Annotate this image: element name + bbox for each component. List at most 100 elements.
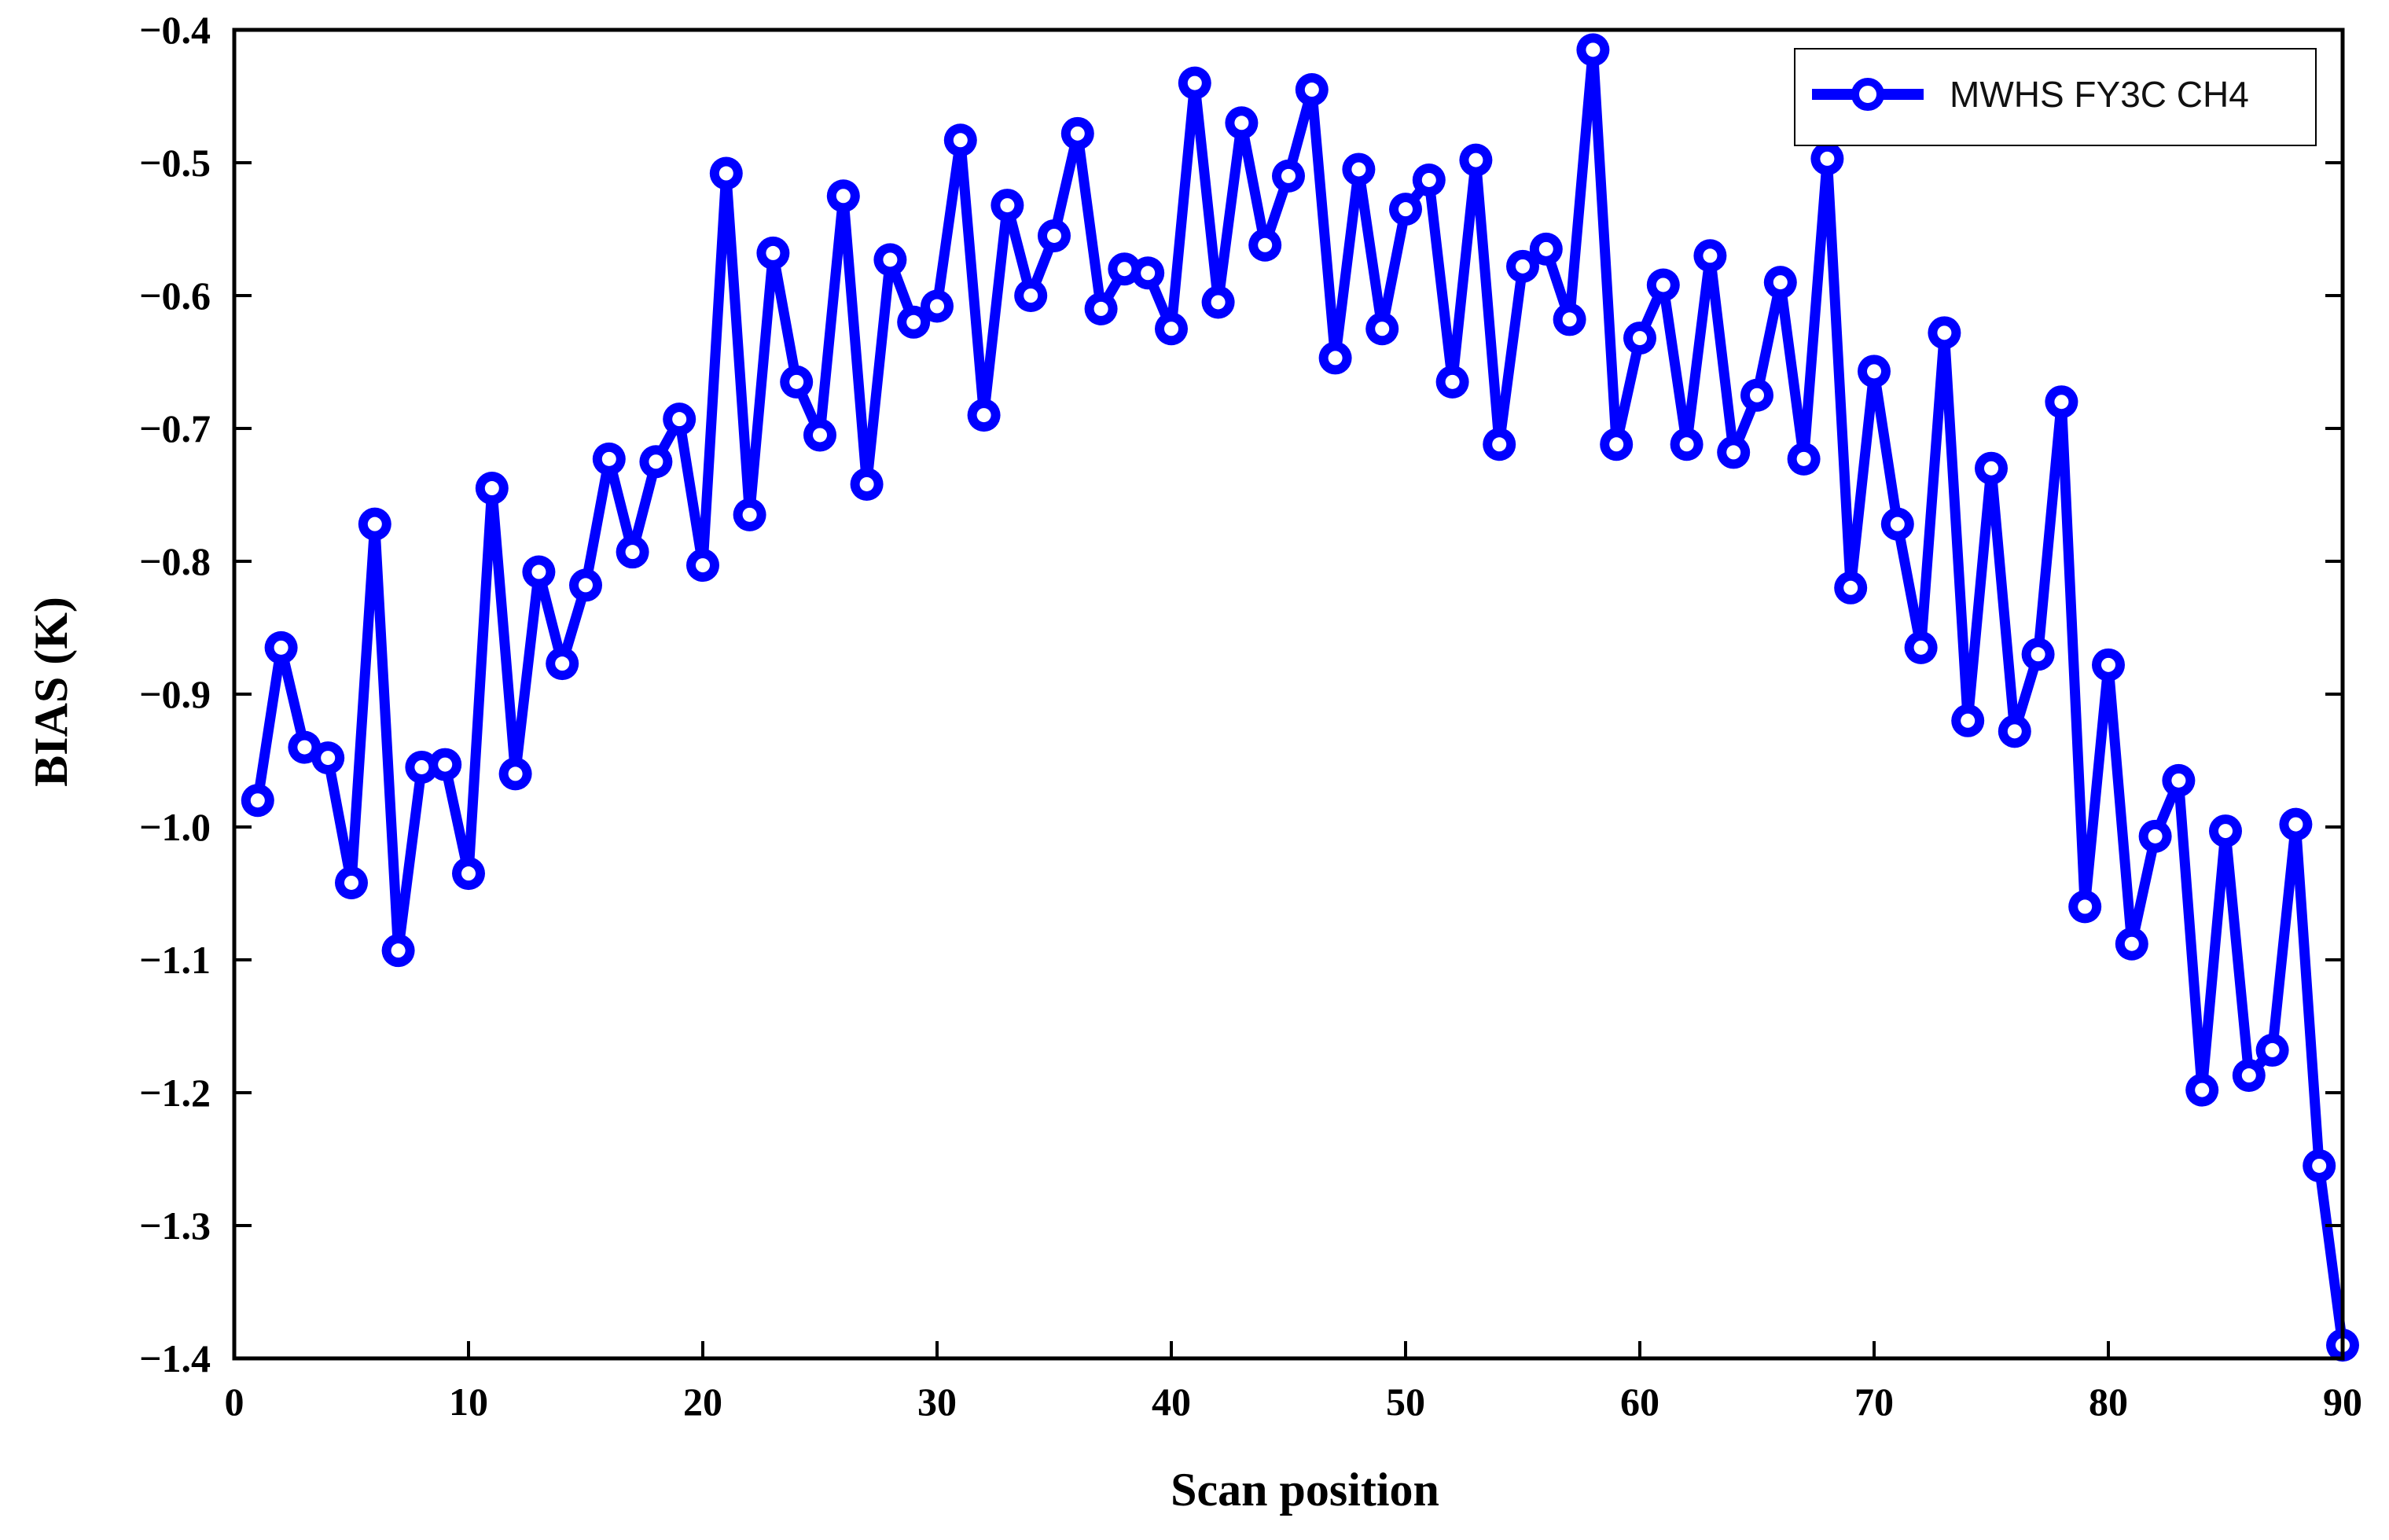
data-point-center <box>2265 1042 2280 1057</box>
data-point-center <box>1117 262 1132 277</box>
data-point-center <box>625 545 640 560</box>
y-tick-label: −1.3 <box>139 1204 211 1248</box>
data-point-center <box>2218 824 2233 839</box>
data-point-center <box>1211 295 1226 310</box>
data-point-center <box>2007 724 2022 739</box>
data-point-center <box>1375 322 1390 336</box>
data-point-center <box>1586 42 1601 57</box>
y-tick-label: −0.4 <box>139 8 211 52</box>
y-tick-label: −0.8 <box>139 539 211 583</box>
data-point-center <box>2031 647 2045 662</box>
data-point-center <box>297 740 312 755</box>
y-tick-label: −1.4 <box>139 1336 211 1380</box>
data-point-center <box>1562 312 1577 327</box>
data-point-center <box>1093 301 1108 316</box>
data-point-center <box>1609 437 1624 452</box>
data-point-center <box>1961 713 1976 728</box>
data-point-center <box>2078 899 2093 914</box>
data-point-center <box>461 866 476 881</box>
data-point-center <box>696 558 710 573</box>
data-point-center <box>1047 228 1061 243</box>
data-point-center <box>2241 1068 2256 1083</box>
data-point-center <box>1000 198 1015 213</box>
y-tick-label: −0.7 <box>139 406 211 450</box>
data-point-center <box>321 751 336 766</box>
data-point-center <box>484 481 499 496</box>
data-point-center <box>836 189 851 204</box>
y-tick-label: −1.1 <box>139 938 211 982</box>
x-tick-label: 70 <box>1854 1380 1894 1424</box>
data-point-center <box>414 759 429 774</box>
data-point-center <box>719 166 733 181</box>
data-point-center <box>789 374 804 389</box>
data-point-center <box>1843 580 1858 595</box>
x-tick-label: 50 <box>1386 1380 1425 1424</box>
data-point-center <box>508 766 523 781</box>
data-point-center <box>1679 437 1694 452</box>
data-point-center <box>813 428 827 443</box>
x-axis-title: Scan position <box>1171 1464 1439 1516</box>
y-axis: −0.4 −0.5 −0.6 −0.7 −0.8 −0.9 −1.0 −1.1 −1.2 −1.3… <box>139 8 2343 1380</box>
y-tick-label: −0.6 <box>139 274 211 318</box>
x-tick-label: 20 <box>683 1380 722 1424</box>
data-point-center <box>274 640 289 655</box>
data-point-center <box>367 516 382 531</box>
legend-label: MWHS FY3C CH4 <box>1950 74 2249 115</box>
data-point-center <box>2312 1158 2327 1173</box>
data-point-center <box>1398 202 1413 217</box>
data-point-center <box>579 578 593 593</box>
data-point-center <box>1258 237 1273 252</box>
y-tick-label: −1.2 <box>139 1071 211 1115</box>
data-point-center <box>391 943 406 958</box>
data-point-center <box>1796 451 1811 466</box>
x-tick-label: 90 <box>2323 1380 2362 1424</box>
x-axis: 0 10 20 30 40 50 60 70 80 90 <box>225 1341 2362 1424</box>
data-point-center <box>1913 640 1928 655</box>
data-point-center <box>1703 248 1718 263</box>
data-point-center <box>1445 374 1460 389</box>
data-point-center <box>1164 322 1178 336</box>
data-point-center <box>531 564 546 579</box>
data-point-center <box>1656 277 1670 292</box>
data-point-center <box>953 133 968 148</box>
data-point-center <box>2054 395 2069 410</box>
series-line <box>252 44 2348 1351</box>
data-point-center <box>1421 172 1436 187</box>
data-point-center <box>1726 445 1741 460</box>
data-point-center <box>2124 936 2139 951</box>
data-point-center <box>859 476 874 491</box>
data-point-center <box>2101 657 2115 672</box>
data-point-center <box>2171 773 2186 788</box>
data-point-center <box>1328 351 1343 366</box>
data-point-center <box>1890 516 1905 531</box>
data-point-center <box>742 507 757 522</box>
plot-area <box>241 33 2359 1362</box>
data-point-center <box>766 245 781 260</box>
data-point-center <box>1538 241 1553 256</box>
data-point-center <box>906 314 921 329</box>
data-point-center <box>1492 437 1507 452</box>
data-point-center <box>2148 829 2163 844</box>
data-point-center <box>1070 126 1085 141</box>
data-point-center <box>2195 1082 2210 1097</box>
data-point-center <box>344 875 358 890</box>
x-tick-label: 10 <box>449 1380 488 1424</box>
data-point-center <box>1516 259 1530 274</box>
y-tick-label: −0.5 <box>139 141 211 185</box>
data-point-center <box>555 656 570 671</box>
x-tick-label: 80 <box>2089 1380 2128 1424</box>
data-point-center <box>1468 153 1483 167</box>
x-tick-label: 0 <box>225 1380 244 1424</box>
data-point-center <box>601 451 616 466</box>
data-point-center <box>250 793 265 808</box>
x-tick-label: 40 <box>1152 1380 1191 1424</box>
data-point-center <box>976 408 991 423</box>
y-axis-title: BIAS (K) <box>25 597 77 787</box>
data-point-center <box>1773 275 1788 290</box>
data-point-center <box>930 299 944 314</box>
data-point-center <box>1750 388 1764 402</box>
data-point-center <box>1633 331 1647 346</box>
data-point-center <box>1984 461 1998 476</box>
